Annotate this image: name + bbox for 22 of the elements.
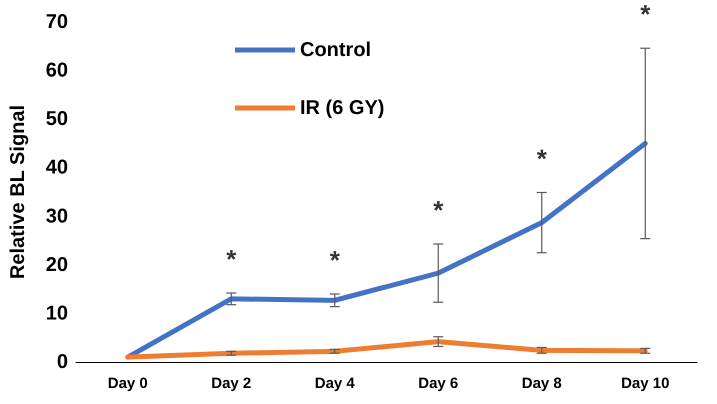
- y-axis-title: Relative BL Signal: [7, 104, 29, 280]
- x-tick-label: Day 2: [211, 375, 252, 392]
- y-tick-label: 0: [56, 351, 68, 373]
- y-tick-label: 30: [46, 205, 68, 228]
- x-tick-label: Day 4: [314, 375, 356, 392]
- annotation: *: [433, 194, 444, 225]
- y-tick-label: 40: [46, 156, 68, 179]
- y-tick-label: 10: [46, 302, 68, 324]
- x-tick-label: Day 8: [522, 375, 562, 392]
- y-tick-label: 50: [46, 108, 68, 130]
- annotation: *: [226, 244, 238, 274]
- y-tick-label: 60: [46, 60, 68, 82]
- annotation: *: [536, 143, 548, 174]
- x-tick-label: Day 10: [621, 375, 670, 392]
- annotation: *: [640, 0, 652, 30]
- x-tick-label: Day 0: [108, 375, 148, 392]
- annotation: *: [330, 245, 341, 275]
- y-tick-label: 70: [46, 11, 68, 33]
- x-tick-label: Day 6: [418, 375, 458, 392]
- y-tick-label: 20: [46, 254, 68, 276]
- legend-label: IR (6 GY): [300, 97, 384, 119]
- legend-label: Control: [300, 39, 372, 61]
